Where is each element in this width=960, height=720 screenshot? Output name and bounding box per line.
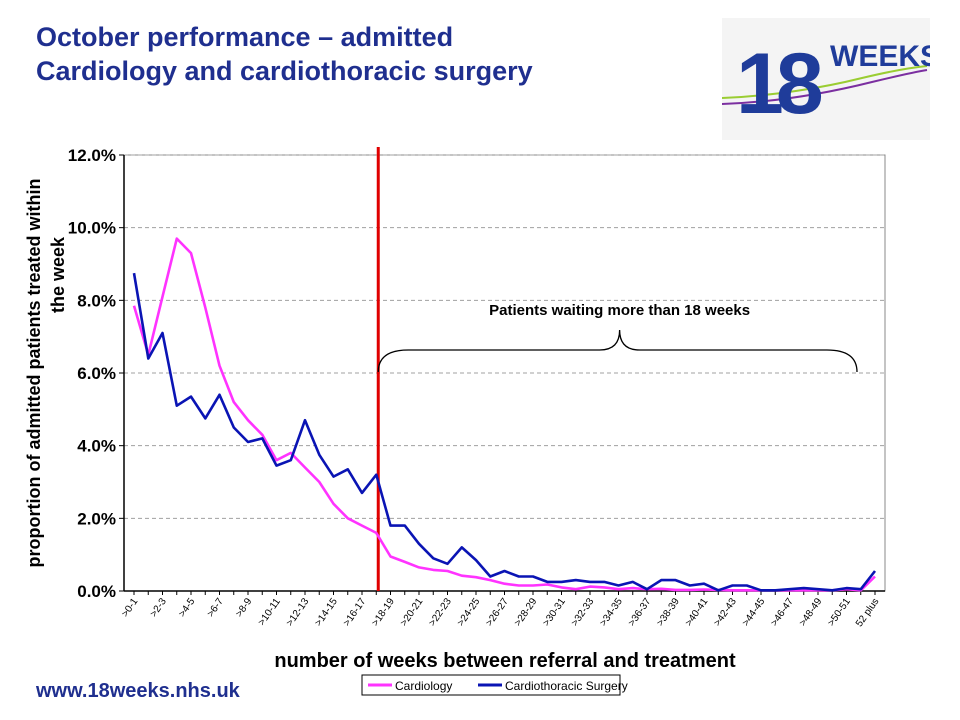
x-tick-label: >20-21 <box>398 596 425 628</box>
x-tick-label: >6-7 <box>205 596 226 619</box>
x-tick-label: >36-37 <box>626 596 653 628</box>
x-tick-label: >38-39 <box>655 596 682 628</box>
y-tick-label: 4.0% <box>77 437 116 456</box>
y-tick-label: 6.0% <box>77 364 116 383</box>
x-tick-label: >42-43 <box>712 596 739 628</box>
x-tick-label: >2-3 <box>148 596 169 619</box>
cardiothoracic-series-line <box>132 272 877 592</box>
x-tick-label: >22-23 <box>427 596 454 628</box>
x-tick-label: >26-27 <box>484 596 511 628</box>
x-tick-label: >10-11 <box>256 596 283 628</box>
18-weeks-logo: 18 WEEKS <box>722 18 930 140</box>
cardiology-series-line <box>132 237 876 592</box>
title-line-1: October performance – admitted <box>36 22 454 52</box>
x-tick-label: >48-49 <box>797 596 824 628</box>
x-tick-label: >28-29 <box>512 596 539 628</box>
logo-word: WEEKS <box>830 40 930 73</box>
x-tick-label: >34-35 <box>598 596 625 628</box>
title-line-2: Cardiology and cardiothoracic surgery <box>36 56 533 86</box>
y-tick-label: 12.0% <box>68 146 116 165</box>
x-tick-label: >8-9 <box>234 596 255 619</box>
x-tick-label: >44-45 <box>740 596 767 628</box>
legend-label: Cardiology <box>395 679 452 693</box>
y-axis-label-line: the week <box>48 236 68 313</box>
x-tick-label: >30-31 <box>541 596 568 628</box>
x-tick-label: >14-15 <box>313 596 340 628</box>
x-tick-label: >32-33 <box>569 596 596 628</box>
x-tick-label: >40-41 <box>683 596 710 628</box>
annotation-brace <box>377 329 858 373</box>
x-tick-label: >18-19 <box>370 596 397 628</box>
x-tick-label: >4-5 <box>177 596 198 619</box>
x-tick-label: >0-1 <box>120 596 141 619</box>
x-tick-label: >24-25 <box>455 596 482 628</box>
annotation-text: Patients waiting more than 18 weeks <box>489 302 750 319</box>
x-tick-label: >50-51 <box>826 596 853 628</box>
x-tick-label: 52 plus <box>854 596 882 629</box>
y-tick-label: 0.0% <box>77 582 116 601</box>
slide-title: October performance – admitted Cardiolog… <box>36 20 676 88</box>
y-tick-label: 10.0% <box>68 219 116 238</box>
y-axis-label-line: proportion of admitted patients treated … <box>24 179 44 568</box>
y-axis-label: proportion of admitted patients treated … <box>24 179 68 568</box>
website-link[interactable]: www.18weeks.nhs.uk <box>36 680 240 702</box>
x-axis-label: number of weeks between referral and tre… <box>274 650 736 672</box>
x-tick-label: >16-17 <box>341 596 368 628</box>
y-tick-label: 8.0% <box>77 291 116 310</box>
logo-number: 18 <box>736 36 822 132</box>
y-tick-label: 2.0% <box>77 509 116 528</box>
x-tick-label: >46-47 <box>769 596 796 628</box>
x-tick-label: >12-13 <box>284 596 311 628</box>
legend-label: Cardiothoracic Surgery <box>505 679 628 693</box>
